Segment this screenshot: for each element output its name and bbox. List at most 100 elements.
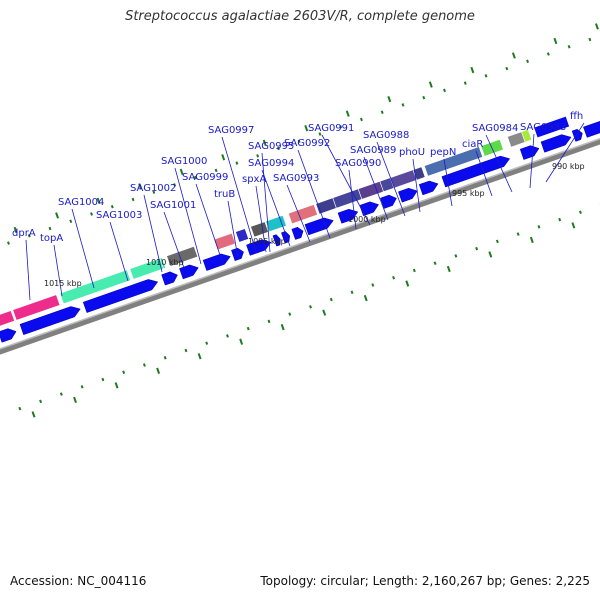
forward-arrow — [583, 120, 600, 138]
gene-leader-line — [475, 150, 493, 197]
tick-mark — [256, 154, 260, 158]
gene-leader-line — [545, 122, 585, 183]
gene-leader-line — [412, 158, 421, 213]
forward-arrow — [398, 187, 418, 203]
gene-leader-line — [109, 221, 129, 282]
accession-text: Accession: NC_004116 — [10, 574, 147, 588]
backbone-highlight — [0, 137, 600, 350]
gene-label: dprA — [12, 228, 36, 239]
gene-feature-block — [315, 197, 337, 215]
tick-mark — [131, 197, 135, 202]
tick-mark — [239, 338, 244, 345]
tick-mark — [387, 95, 392, 103]
tick-mark — [262, 139, 267, 146]
tick-mark — [13, 226, 18, 234]
tick-mark — [101, 377, 105, 382]
gene-leader-line — [529, 133, 535, 189]
tick-mark — [553, 37, 558, 45]
map-title: Streptococcus agalactiae 2603V/R, comple… — [125, 9, 475, 24]
gene-label: SAG1004 — [58, 197, 104, 208]
gene-leader-line — [143, 194, 163, 273]
gene-label: SAG0984 — [472, 123, 518, 134]
tick-mark — [318, 132, 322, 136]
gene-label: SAG0995 — [248, 141, 294, 152]
gene-feature-block — [235, 228, 249, 243]
genome-backbone — [0, 137, 600, 355]
forward-arrow — [82, 279, 159, 313]
forward-arrow — [571, 128, 583, 142]
scale-label: 1015 kbp — [44, 279, 82, 288]
forward-arrow — [304, 217, 334, 236]
gene-feature-block — [0, 310, 15, 327]
tick-mark — [322, 309, 327, 316]
gene-feature-block — [357, 180, 384, 200]
tick-mark — [179, 168, 184, 175]
tick-mark — [39, 399, 43, 404]
tick-mark — [142, 363, 146, 367]
feature-rows — [0, 115, 600, 343]
gene-label: SAG1002 — [130, 183, 176, 194]
tick-mark — [495, 239, 499, 244]
tick-mark — [511, 52, 516, 59]
tick-mark — [484, 74, 488, 78]
tick-mark — [433, 261, 437, 265]
gene-label: pepN — [430, 147, 456, 158]
gene-leader-line — [221, 136, 257, 253]
tick-mark — [567, 45, 571, 49]
gene-label: spxA — [242, 174, 266, 185]
tick-mark — [48, 226, 52, 231]
gene-leader-line — [321, 134, 371, 226]
gene-leader-line — [348, 169, 357, 230]
tick-mark — [110, 204, 114, 209]
tick-mark — [309, 305, 312, 309]
gene-feature-block — [389, 169, 417, 189]
tick-mark — [475, 246, 479, 251]
tick-mark — [69, 219, 73, 224]
tick-mark — [571, 222, 576, 229]
tick-mark — [221, 154, 226, 161]
gene-feature-block — [423, 146, 484, 177]
gene-label: SAG0992 — [284, 138, 330, 149]
tick-mark — [96, 197, 101, 205]
tick-mark — [246, 326, 250, 331]
tick-mark — [579, 210, 582, 215]
tick-mark — [214, 168, 218, 173]
gene-leader-line — [485, 134, 513, 193]
tick-mark — [594, 23, 599, 30]
gene-feature-block — [332, 188, 363, 209]
tick-mark — [163, 355, 167, 360]
tick-mark — [392, 275, 396, 280]
gene-feature-block — [250, 221, 269, 238]
tick-mark — [114, 382, 119, 389]
scale-labels: 1015 kbp 1010 kbp 1005 kbp 1000 kbp 995 kbp 9… — [44, 162, 585, 288]
scale-label: 995 kbp — [452, 189, 485, 198]
tick-mark — [488, 251, 493, 258]
tick-mark — [371, 283, 375, 287]
scale-label: 1010 kbp — [146, 258, 184, 267]
forward-arrow — [179, 264, 199, 280]
tick-mark — [537, 225, 541, 229]
tick-mark — [280, 324, 285, 331]
tick-mark — [90, 212, 93, 216]
tick-mark — [454, 254, 458, 258]
gene-leader-line — [174, 167, 202, 265]
gene-leader-line — [443, 158, 453, 207]
gene-label: topA — [40, 233, 63, 244]
gene-feature-block — [166, 246, 199, 267]
tick-mark — [380, 110, 384, 114]
gene-leader-line — [376, 141, 406, 217]
tick-mark — [73, 396, 77, 404]
tick-mark — [197, 353, 202, 360]
forward-arrow — [441, 155, 511, 188]
tick-mark — [422, 95, 426, 100]
tick-mark — [226, 334, 229, 338]
forward-arrow — [272, 234, 281, 247]
gene-feature-block — [265, 215, 287, 233]
gene-leader-line — [261, 152, 271, 253]
gene-label: ciaR — [462, 139, 483, 150]
tick-mark — [267, 319, 271, 324]
tick-mark — [59, 392, 63, 396]
forward-arrow — [0, 328, 17, 343]
